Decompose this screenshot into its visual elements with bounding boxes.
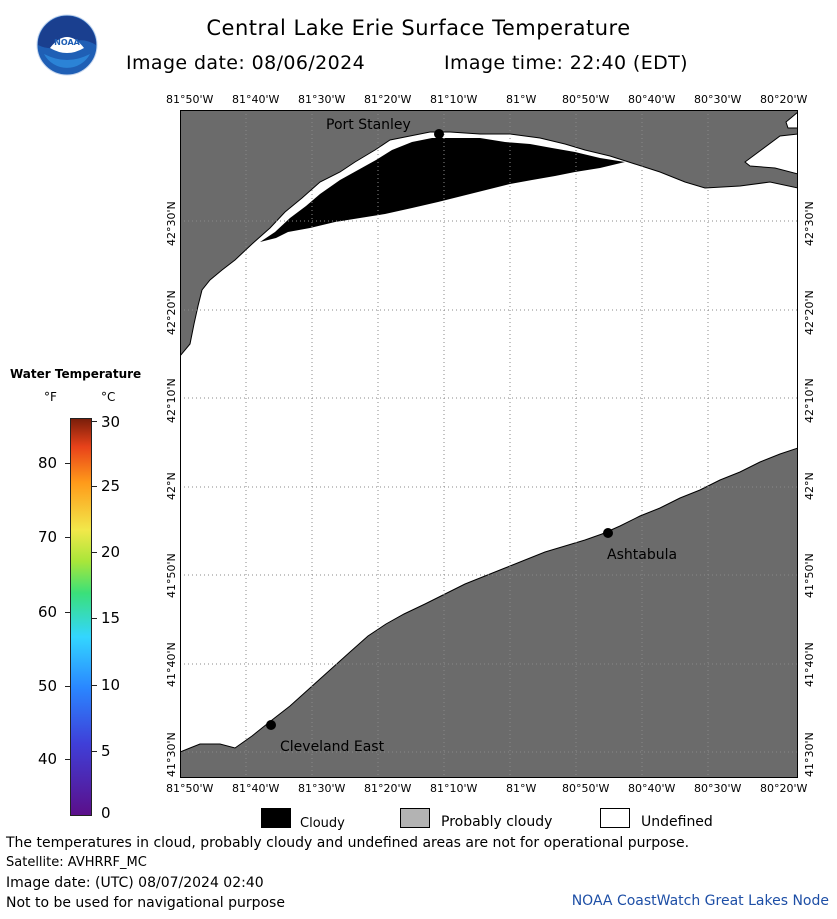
page-title: Central Lake Erie Surface Temperature bbox=[206, 16, 631, 40]
place-port-stanley: Port Stanley bbox=[326, 117, 411, 133]
f-tick-label: 50 bbox=[38, 677, 58, 695]
c-tick-label: 25 bbox=[101, 477, 121, 495]
lon-label: 80°40'W bbox=[628, 782, 676, 795]
lon-label: 81°30'W bbox=[298, 93, 346, 106]
lon-label: 81°10'W bbox=[430, 93, 478, 106]
place-ashtabula: Ashtabula bbox=[607, 547, 678, 563]
c-tick-label: 10 bbox=[101, 676, 121, 694]
lat-label: 42°20'N bbox=[165, 290, 178, 335]
place-cleveland-east: Cleveland East bbox=[280, 739, 385, 755]
lat-label: 42°10'N bbox=[803, 378, 816, 423]
image-date: Image date: 08/06/2024 bbox=[126, 52, 366, 74]
lon-label: 81°W bbox=[506, 782, 537, 795]
map-canvas bbox=[180, 110, 798, 778]
probably-cloudy-label: Probably cloudy bbox=[441, 814, 553, 830]
lon-label: 80°30'W bbox=[694, 93, 742, 106]
lon-label: 80°50'W bbox=[562, 93, 610, 106]
lat-label: 41°40'N bbox=[165, 642, 178, 687]
legend-unit-f: °F bbox=[44, 390, 57, 404]
temperature-colorbar bbox=[70, 418, 92, 816]
lon-label: 81°30'W bbox=[298, 782, 346, 795]
f-tick-label: 80 bbox=[38, 454, 58, 472]
lon-label: 81°50'W bbox=[166, 782, 214, 795]
undefined-swatch bbox=[600, 808, 630, 828]
ashtabula-marker bbox=[603, 528, 613, 538]
footer-nav-warning: Not to be used for navigational purpose bbox=[6, 895, 285, 911]
lon-label: 80°20'W bbox=[760, 782, 808, 795]
undefined-label: Undefined bbox=[641, 814, 713, 830]
footer-utc-date: Image date: (UTC) 08/07/2024 02:40 bbox=[6, 875, 264, 891]
lat-label: 41°50'N bbox=[165, 553, 178, 598]
north-land bbox=[180, 110, 798, 357]
lon-label: 81°40'W bbox=[232, 93, 280, 106]
inlet-water bbox=[744, 133, 798, 175]
footer-satellite: Satellite: AVHRRF_MC bbox=[6, 855, 147, 870]
lon-label: 81°20'W bbox=[364, 93, 412, 106]
image-time: Image time: 22:40 (EDT) bbox=[444, 52, 688, 74]
lat-label: 41°50'N bbox=[803, 553, 816, 598]
cloudy-label: Cloudy bbox=[300, 816, 345, 831]
south-land bbox=[180, 447, 798, 778]
lon-label: 81°20'W bbox=[364, 782, 412, 795]
lat-label: 42°30'N bbox=[165, 201, 178, 246]
footer-credit: NOAA CoastWatch Great Lakes Node bbox=[571, 893, 829, 909]
lon-label: 81°40'W bbox=[232, 782, 280, 795]
lat-label: 42°N bbox=[803, 472, 816, 500]
lon-label: 81°50'W bbox=[166, 93, 214, 106]
port-stanley-marker bbox=[434, 129, 444, 139]
inlet-water-small bbox=[785, 111, 798, 129]
lon-label: 80°20'W bbox=[760, 93, 808, 106]
lat-label: 42°10'N bbox=[165, 378, 178, 423]
lon-label: 80°40'W bbox=[628, 93, 676, 106]
lat-label: 42°N bbox=[165, 472, 178, 500]
f-tick-label: 70 bbox=[38, 528, 58, 546]
lat-label: 41°40'N bbox=[803, 642, 816, 687]
c-tick-label: 30 bbox=[101, 413, 121, 431]
footer-note: The temperatures in cloud, probably clou… bbox=[6, 835, 690, 851]
svg-text:NOAA: NOAA bbox=[54, 38, 80, 47]
c-tick-label: 5 bbox=[101, 742, 111, 760]
legend-title: Water Temperature bbox=[10, 367, 142, 381]
cloudy-swatch bbox=[261, 808, 291, 828]
lon-label: 81°10'W bbox=[430, 782, 478, 795]
c-tick-label: 0 bbox=[101, 804, 111, 822]
lat-label: 42°20'N bbox=[803, 290, 816, 335]
lat-label: 41°30'N bbox=[803, 732, 816, 777]
c-tick-label: 20 bbox=[101, 543, 121, 561]
probably-cloudy-swatch bbox=[400, 808, 430, 828]
graticule bbox=[180, 110, 798, 778]
lon-label: 80°50'W bbox=[562, 782, 610, 795]
f-tick-label: 40 bbox=[38, 750, 58, 768]
lat-label: 42°30'N bbox=[803, 201, 816, 246]
noaa-logo-icon: NOAA bbox=[36, 14, 98, 76]
lon-label: 81°W bbox=[506, 93, 537, 106]
cloudy-region bbox=[260, 138, 625, 242]
legend-unit-c: °C bbox=[101, 390, 116, 404]
cleveland-east-marker bbox=[266, 720, 276, 730]
c-tick-label: 15 bbox=[101, 609, 121, 627]
lat-label: 41°30'N bbox=[165, 732, 178, 777]
lon-label: 80°30'W bbox=[694, 782, 742, 795]
f-tick-label: 60 bbox=[38, 603, 58, 621]
